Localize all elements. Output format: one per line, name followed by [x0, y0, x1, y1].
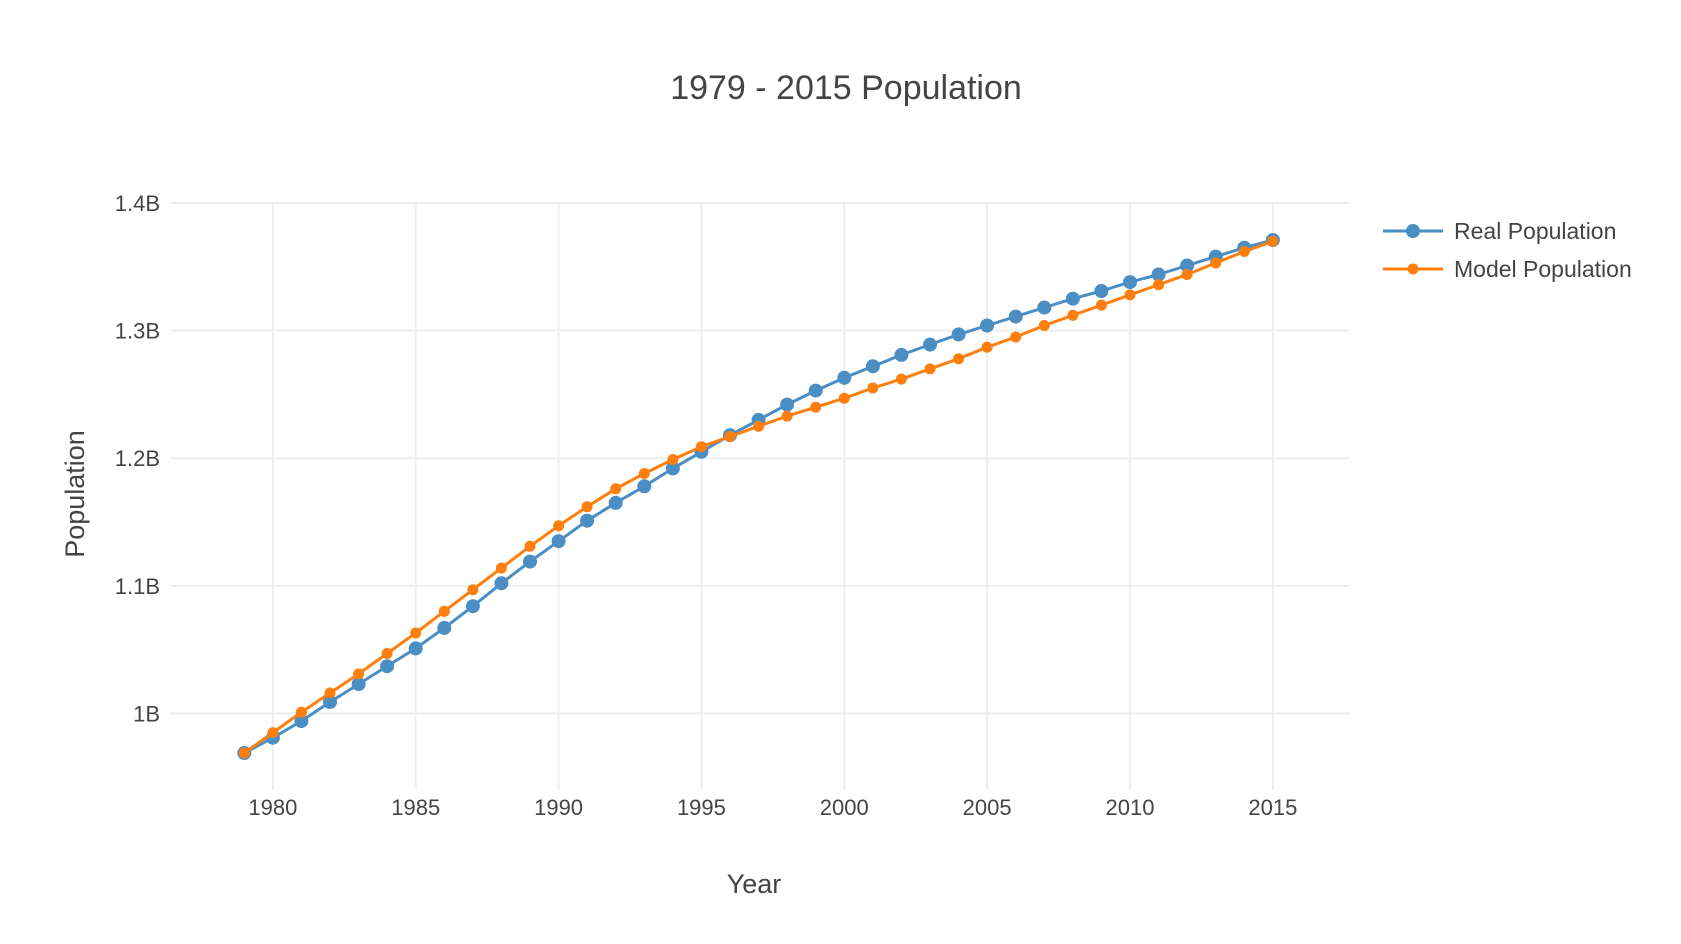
real-population-point[interactable]: [294, 714, 309, 729]
chart-title: 1979 - 2015 Population: [670, 69, 1022, 107]
model-population-point[interactable]: [324, 687, 336, 699]
real-population-point[interactable]: [837, 370, 852, 385]
real-population-point[interactable]: [437, 620, 452, 635]
x-tick-label: 2005: [963, 795, 1012, 820]
real-population-point[interactable]: [323, 695, 337, 709]
x-tick-label: 2010: [1106, 795, 1155, 820]
real-population-line: [243, 238, 1274, 755]
real-population-series: [237, 233, 1280, 760]
real-population-point[interactable]: [580, 513, 595, 528]
y-tick-label: 1.2B: [115, 446, 160, 471]
real-population-point[interactable]: [551, 534, 566, 549]
model-population-point[interactable]: [267, 727, 279, 739]
model-population-point[interactable]: [1238, 246, 1250, 257]
model-population-point[interactable]: [581, 501, 593, 513]
model-population-point[interactable]: [553, 520, 565, 532]
x-tick-label: 2015: [1248, 795, 1297, 820]
real-population-point[interactable]: [923, 337, 937, 352]
legend-item-model-population[interactable]: Model Population: [1383, 256, 1632, 282]
legend-marker-swatch: [1407, 263, 1419, 275]
model-population-point[interactable]: [1010, 331, 1022, 343]
legend-label: Model Population: [1454, 256, 1632, 282]
x-tick-label: 1995: [677, 795, 726, 820]
model-population-point[interactable]: [1153, 279, 1165, 291]
model-population-point[interactable]: [495, 562, 507, 574]
x-tick-label: 2000: [820, 795, 869, 820]
model-population-series: [238, 235, 1279, 759]
y-axis-title: Population: [60, 430, 90, 558]
model-population-point[interactable]: [467, 584, 479, 596]
model-population-point[interactable]: [1067, 309, 1079, 321]
x-gridlines: [271, 203, 1274, 790]
model-population-point[interactable]: [638, 468, 650, 479]
real-population-point[interactable]: [1123, 275, 1137, 290]
model-population-point[interactable]: [1095, 299, 1107, 311]
series-layer: [237, 233, 1280, 760]
real-population-point[interactable]: [465, 599, 480, 614]
model-population-point[interactable]: [667, 454, 679, 465]
x-tick-label: 1990: [534, 795, 583, 820]
real-population-point[interactable]: [951, 327, 966, 342]
model-population-point[interactable]: [867, 382, 879, 394]
real-population-point[interactable]: [1037, 300, 1052, 315]
real-population-point[interactable]: [1180, 258, 1195, 273]
legend-marker-swatch: [1406, 224, 1420, 238]
real-population-point[interactable]: [408, 641, 423, 656]
model-population-line: [243, 239, 1274, 755]
x-tick-label: 1980: [248, 795, 297, 820]
model-population-point[interactable]: [1210, 257, 1222, 269]
model-population-point[interactable]: [924, 363, 936, 375]
model-population-point[interactable]: [410, 627, 422, 639]
model-population-point[interactable]: [953, 353, 965, 365]
y-axis-ticks: 1B 1.1B 1.2B 1.3B 1.4B: [115, 191, 160, 726]
model-population-point[interactable]: [295, 706, 307, 718]
model-population-point[interactable]: [724, 431, 736, 442]
real-population-point[interactable]: [1008, 309, 1023, 324]
model-population-point[interactable]: [981, 341, 993, 353]
model-population-point[interactable]: [1038, 320, 1050, 331]
real-population-point[interactable]: [665, 461, 680, 476]
real-population-point[interactable]: [351, 677, 366, 692]
y-tick-label: 1.1B: [115, 574, 160, 599]
real-population-point[interactable]: [380, 659, 395, 674]
model-population-point[interactable]: [353, 668, 365, 680]
model-population-point[interactable]: [781, 410, 793, 422]
model-population-point[interactable]: [695, 441, 707, 453]
real-population-point[interactable]: [808, 383, 823, 398]
model-population-point[interactable]: [610, 483, 622, 495]
legend-item-real-population[interactable]: Real Population: [1383, 218, 1616, 244]
model-population-point[interactable]: [838, 392, 850, 404]
real-population-point[interactable]: [865, 359, 880, 374]
y-gridlines: [170, 202, 1350, 715]
model-population-point[interactable]: [753, 420, 765, 432]
legend[interactable]: Real Population Model Population: [1383, 218, 1632, 282]
model-population-point[interactable]: [895, 373, 907, 385]
model-population-point[interactable]: [381, 648, 393, 659]
real-population-point[interactable]: [494, 576, 509, 591]
model-population-point[interactable]: [810, 401, 822, 413]
model-population-point[interactable]: [1124, 289, 1136, 301]
real-population-point[interactable]: [980, 318, 995, 333]
model-population-point[interactable]: [1181, 269, 1193, 280]
real-population-point[interactable]: [637, 479, 652, 494]
x-axis-title: Year: [727, 869, 782, 899]
x-axis-ticks: 1980 1985 1990 1995 2000 2005 2010 2015: [248, 795, 1297, 820]
model-population-point[interactable]: [438, 605, 450, 617]
y-tick-label: 1.4B: [115, 191, 160, 216]
model-population-point[interactable]: [1267, 235, 1279, 247]
y-tick-label: 1B: [133, 701, 160, 726]
y-tick-label: 1.3B: [115, 319, 160, 344]
x-tick-label: 1985: [391, 795, 440, 820]
real-population-point[interactable]: [1151, 267, 1166, 282]
real-population-point[interactable]: [523, 554, 537, 569]
real-population-point[interactable]: [894, 347, 909, 362]
real-population-point[interactable]: [608, 495, 623, 510]
model-population-point[interactable]: [238, 747, 250, 759]
real-population-point[interactable]: [780, 397, 795, 412]
model-population-point[interactable]: [524, 540, 536, 552]
real-population-point[interactable]: [1065, 291, 1080, 306]
real-population-point[interactable]: [1094, 284, 1109, 298]
legend-label: Real Population: [1454, 218, 1616, 244]
